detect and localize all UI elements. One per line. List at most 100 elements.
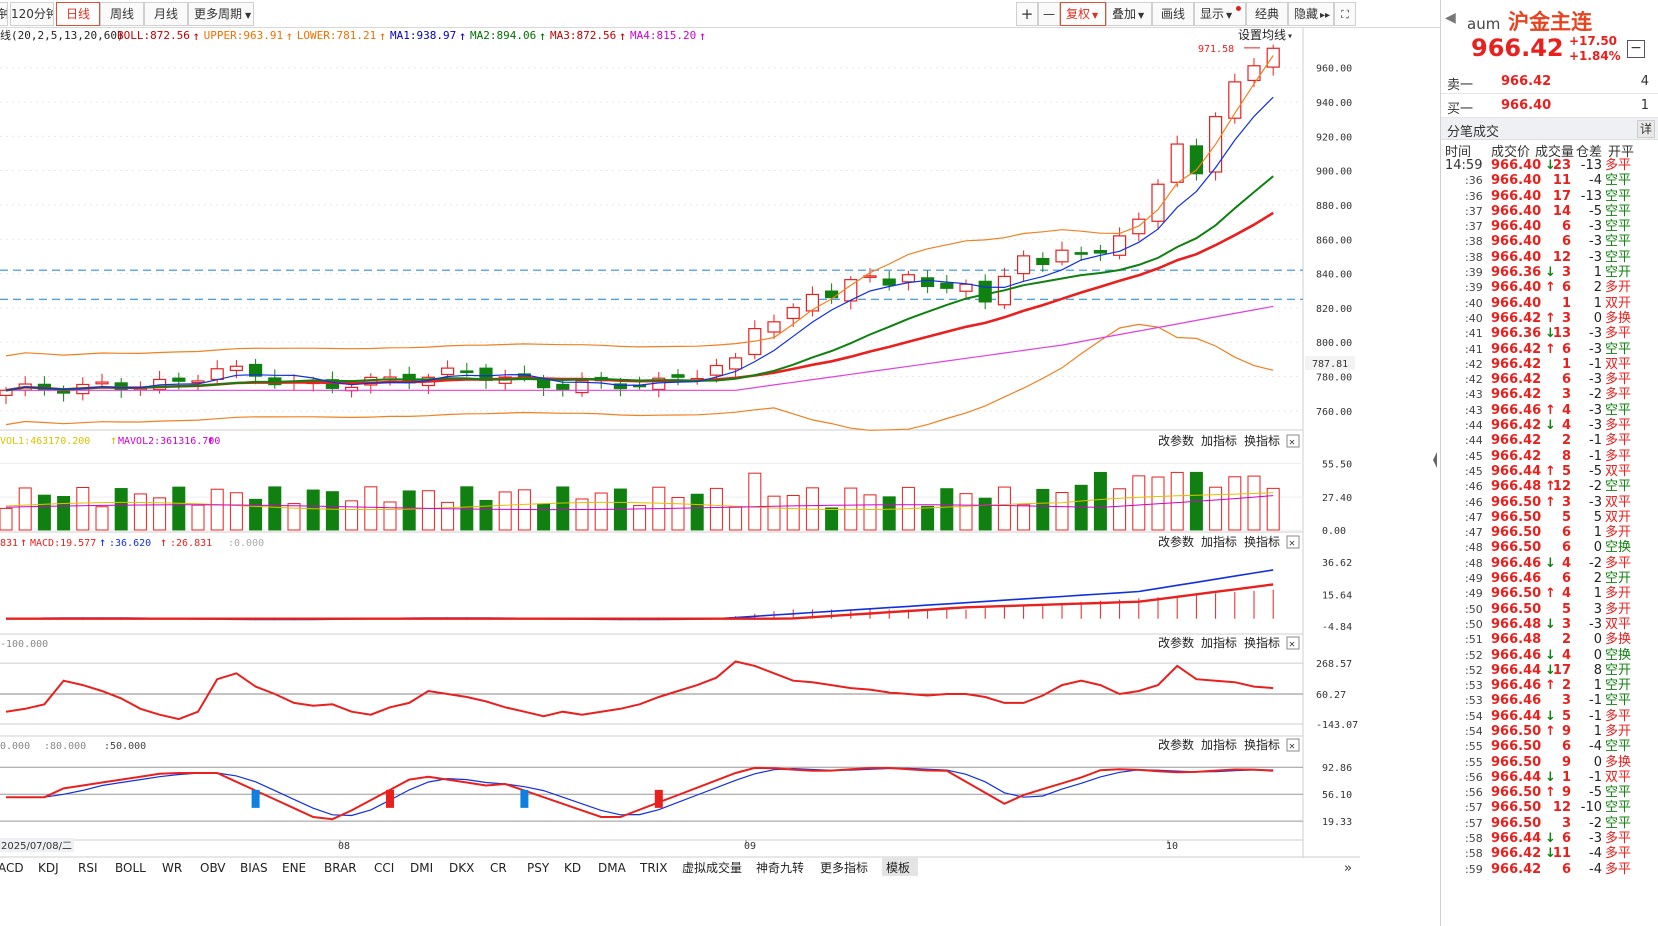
- trade-volume: 5: [1561, 601, 1571, 617]
- ma-legend-item: BOLL:872.56: [117, 29, 190, 42]
- macd-add-button[interactable]: 加指标: [1201, 534, 1237, 549]
- symbol-name: 沪金主连: [1508, 10, 1593, 34]
- trades-detail-button[interactable]: 详: [1637, 120, 1655, 138]
- trade-oi-diff: -2: [1589, 387, 1602, 403]
- indicator-tab-虚拟成交量[interactable]: 虚拟成交量: [682, 860, 742, 875]
- kdj-close-button[interactable]: [1286, 738, 1300, 752]
- minimize-button[interactable]: −: [1627, 40, 1645, 58]
- trade-volume: 1: [1561, 295, 1571, 311]
- col-price: 成交价: [1491, 145, 1531, 160]
- trade-oi-diff: -3: [1589, 616, 1602, 632]
- fullscreen-button[interactable]: ⛶: [1334, 2, 1356, 26]
- volume-bar: [594, 492, 608, 531]
- trade-price: 966.50: [1491, 785, 1542, 801]
- kdj-params-button[interactable]: 改参数: [1158, 737, 1194, 752]
- indicator-tab-trix[interactable]: TRIX: [639, 861, 667, 875]
- trade-time: :36: [1465, 189, 1483, 203]
- indicator-tab-brar[interactable]: BRAR: [324, 861, 357, 875]
- period-minute-button[interactable]: 钟: [0, 2, 8, 26]
- candle-body: [95, 381, 109, 385]
- trade-oi-diff: -1: [1589, 448, 1602, 464]
- kdj-add-button[interactable]: 加指标: [1201, 737, 1237, 752]
- trade-volume: 1: [1561, 769, 1571, 785]
- trade-price: 966.50: [1491, 509, 1542, 525]
- classic-button[interactable]: 经典: [1246, 2, 1288, 26]
- trade-time: :48: [1465, 541, 1483, 555]
- indicator-tab-bias[interactable]: BIAS: [240, 861, 268, 875]
- indicator-tab-psy[interactable]: PSY: [527, 861, 550, 875]
- hide-button[interactable]: 隐藏 ▸▸: [1288, 2, 1334, 26]
- display-dropdown[interactable]: 显示 ▼: [1194, 2, 1246, 26]
- indicator-tab-kd[interactable]: KD: [564, 861, 581, 875]
- period-weekly-button[interactable]: 周线: [100, 2, 144, 26]
- indicator-tab-obv[interactable]: OBV: [200, 861, 226, 875]
- macd-close-button[interactable]: [1286, 535, 1300, 549]
- vol-params-button[interactable]: 改参数: [1158, 433, 1194, 448]
- cci-close-button[interactable]: [1286, 636, 1300, 650]
- period-monthly-button[interactable]: 月线: [144, 2, 188, 26]
- ma-settings-button[interactable]: 设置均线: [1238, 28, 1286, 42]
- arrow-up-icon: ↑: [699, 29, 706, 43]
- arrow-up-icon: ↑: [286, 29, 293, 43]
- indicator-tab-rsi[interactable]: RSI: [78, 861, 98, 875]
- indicator-tab-神奇九转[interactable]: 神奇九转: [756, 860, 804, 875]
- indicator-tab-cr[interactable]: CR: [490, 861, 507, 875]
- trade-oi-diff: 1: [1593, 678, 1602, 694]
- candle-body: [920, 277, 935, 288]
- indicator-tab-更多指标[interactable]: 更多指标: [820, 860, 868, 875]
- cci-params-button[interactable]: 改参数: [1158, 635, 1194, 650]
- more-periods-dropdown[interactable]: 更多周期 ▼: [188, 2, 254, 26]
- period-daily-button[interactable]: 日线: [56, 2, 100, 26]
- trade-type: 空平: [1605, 219, 1632, 235]
- trade-price: 966.46: [1491, 555, 1542, 571]
- indicator-tab-cci[interactable]: CCI: [374, 861, 394, 875]
- macd-switch-button[interactable]: 换指标: [1244, 534, 1280, 549]
- cci-switch-button[interactable]: 换指标: [1244, 635, 1280, 650]
- macd-params-button[interactable]: 改参数: [1158, 534, 1194, 549]
- indicator-tab-dmi[interactable]: DMI: [410, 861, 433, 875]
- vol-add-button[interactable]: 加指标: [1201, 433, 1237, 448]
- trade-oi-diff: 1: [1593, 723, 1602, 739]
- trade-row: :55 966.50 6 -4 空平: [1441, 739, 1658, 754]
- active-tab-bg: [882, 857, 918, 876]
- period-120min-button[interactable]: 120分钟: [10, 2, 54, 26]
- trades-list[interactable]: 14:59 966.40 ↓ 23 -13 多平:36 966.40 11 -4 空平:36 966…: [1441, 158, 1658, 877]
- adjust-rights-dropdown[interactable]: 复权 ▼: [1060, 2, 1106, 26]
- draw-line-button[interactable]: 画线: [1152, 2, 1194, 26]
- indicator-tab-acd[interactable]: ACD: [0, 861, 24, 875]
- trade-time: :38: [1465, 250, 1483, 264]
- overlay-dropdown[interactable]: 叠加 ▼: [1106, 2, 1152, 26]
- zoom-out-button[interactable]: —: [1038, 2, 1060, 26]
- trade-type: 空平: [1605, 739, 1632, 755]
- period-toolbar: 钟 120分钟 日线 周线 月线 更多周期▼ + — 复权▼ 叠加▼ 画线 显示…: [0, 0, 1440, 28]
- vol-switch-button[interactable]: 换指标: [1244, 433, 1280, 448]
- indicator-tab-kdj[interactable]: KDJ: [38, 861, 59, 875]
- indicator-tab-boll[interactable]: BOLL: [115, 861, 146, 875]
- trade-type: 多平: [1605, 555, 1632, 571]
- trade-row: :43 966.42 3 -2 多平: [1441, 387, 1658, 402]
- price-tick-label: 780.00: [1316, 373, 1352, 384]
- zoom-in-button[interactable]: +: [1016, 2, 1038, 26]
- arrow-up-icon: ↑: [1545, 494, 1556, 510]
- sidebar-collapse-handle[interactable]: [1432, 440, 1438, 480]
- trade-type: 空平: [1605, 800, 1632, 816]
- indicator-tab-wr[interactable]: WR: [162, 861, 182, 875]
- kdj-k-line: [6, 766, 1274, 821]
- trade-oi-diff: -1: [1589, 433, 1602, 449]
- vol-close-button[interactable]: [1286, 434, 1300, 448]
- kdj-switch-button[interactable]: 换指标: [1244, 737, 1280, 752]
- trade-time: 14:59: [1445, 158, 1483, 173]
- indicator-tab-模板[interactable]: 模板: [886, 861, 910, 875]
- date-tick-label: 10: [1166, 841, 1178, 852]
- cci-add-button[interactable]: 加指标: [1201, 635, 1237, 650]
- indicator-tab-dma[interactable]: DMA: [598, 861, 627, 875]
- indicator-tab-ene[interactable]: ENE: [282, 861, 306, 875]
- candle-body: [882, 278, 896, 286]
- prev-symbol-icon[interactable]: ◀: [1445, 10, 1456, 26]
- kdj-d-line: [6, 767, 1274, 817]
- chart-canvas[interactable]: 线(20,2,5,13,20,60)BOLL:872.56 ↑ UPPER:963.…: [0, 28, 1360, 880]
- arrow-up-icon: ↑: [1545, 310, 1556, 326]
- arrow-down-icon: ↓: [1545, 555, 1556, 571]
- indicator-tab-dkx[interactable]: DKX: [449, 861, 474, 875]
- arrow-down-icon: ↓: [1545, 846, 1556, 862]
